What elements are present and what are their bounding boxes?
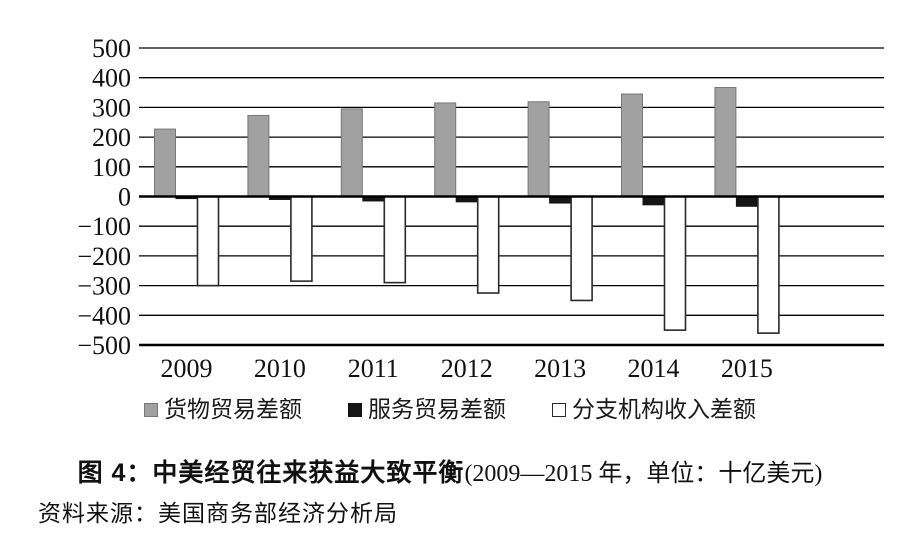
y-axis-label-400: 400 bbox=[92, 64, 131, 93]
y-axis-label--200: −200 bbox=[77, 242, 131, 271]
bar-goods-2015 bbox=[714, 87, 737, 197]
x-axis-label-2013: 2013 bbox=[534, 354, 586, 383]
branch-income-swatch-icon bbox=[552, 402, 566, 417]
figure-caption-title: 图 4：中美经贸往来获益大致平衡 bbox=[77, 459, 465, 487]
bar-branch-income-2012 bbox=[476, 195, 500, 294]
bar-goods-2011 bbox=[340, 108, 363, 197]
legend-item-services: 服务贸易差额 bbox=[348, 398, 506, 421]
legend-label-branch-income: 分支机构收入差额 bbox=[572, 397, 756, 422]
bar-goods-2012 bbox=[434, 102, 457, 197]
x-axis-label-2012: 2012 bbox=[441, 354, 493, 383]
bar-goods-2013 bbox=[527, 101, 550, 197]
x-axis-label-2009: 2009 bbox=[161, 354, 213, 383]
legend-label-services: 服务贸易差额 bbox=[368, 397, 506, 422]
chart-legend: 货物贸易差额 服务贸易差额 分支机构收入差额 bbox=[0, 398, 900, 421]
legend-label-goods: 货物贸易差额 bbox=[164, 397, 302, 422]
legend-item-branch-income: 分支机构收入差额 bbox=[552, 398, 756, 421]
legend-item-goods: 货物贸易差额 bbox=[144, 398, 302, 421]
y-axis-label-200: 200 bbox=[92, 123, 131, 152]
source-note: 资料来源：美国商务部经济分析局 bbox=[38, 501, 398, 526]
bar-branch-income-2011 bbox=[383, 195, 407, 284]
figure-caption: 图 4：中美经贸往来获益大致平衡(2009—2015 年，单位：十亿美元) bbox=[0, 453, 900, 489]
bar-branch-income-2013 bbox=[570, 195, 593, 302]
bar-branch-income-2009 bbox=[196, 195, 220, 287]
y-axis-label--100: −100 bbox=[77, 212, 131, 241]
y-axis-label-300: 300 bbox=[92, 93, 131, 122]
bar-branch-income-2010 bbox=[290, 195, 313, 282]
y-axis-label-0: 0 bbox=[118, 183, 131, 212]
x-axis-label-2015: 2015 bbox=[721, 354, 773, 383]
x-axis-label-2010: 2010 bbox=[254, 354, 306, 383]
figure-caption-subtitle: (2009—2015 年，单位：十亿美元) bbox=[464, 461, 823, 487]
y-axis-label-100: 100 bbox=[92, 153, 131, 182]
y-axis-label--500: −500 bbox=[77, 331, 131, 360]
bar-goods-2010 bbox=[247, 114, 270, 197]
x-axis-label-2011: 2011 bbox=[348, 354, 399, 383]
bar-branch-income-2014 bbox=[663, 195, 687, 331]
y-axis-label--400: −400 bbox=[77, 301, 131, 330]
bar-services-2015 bbox=[735, 196, 758, 207]
x-axis-label-2014: 2014 bbox=[628, 354, 680, 383]
bar-goods-2014 bbox=[621, 93, 643, 197]
bar-goods-2009 bbox=[154, 128, 176, 197]
services-swatch-icon bbox=[348, 402, 362, 417]
y-axis-label--300: −300 bbox=[77, 272, 131, 301]
goods-swatch-icon bbox=[144, 402, 158, 417]
bar-branch-income-2015 bbox=[757, 195, 780, 334]
y-axis-label-500: 500 bbox=[92, 34, 131, 63]
